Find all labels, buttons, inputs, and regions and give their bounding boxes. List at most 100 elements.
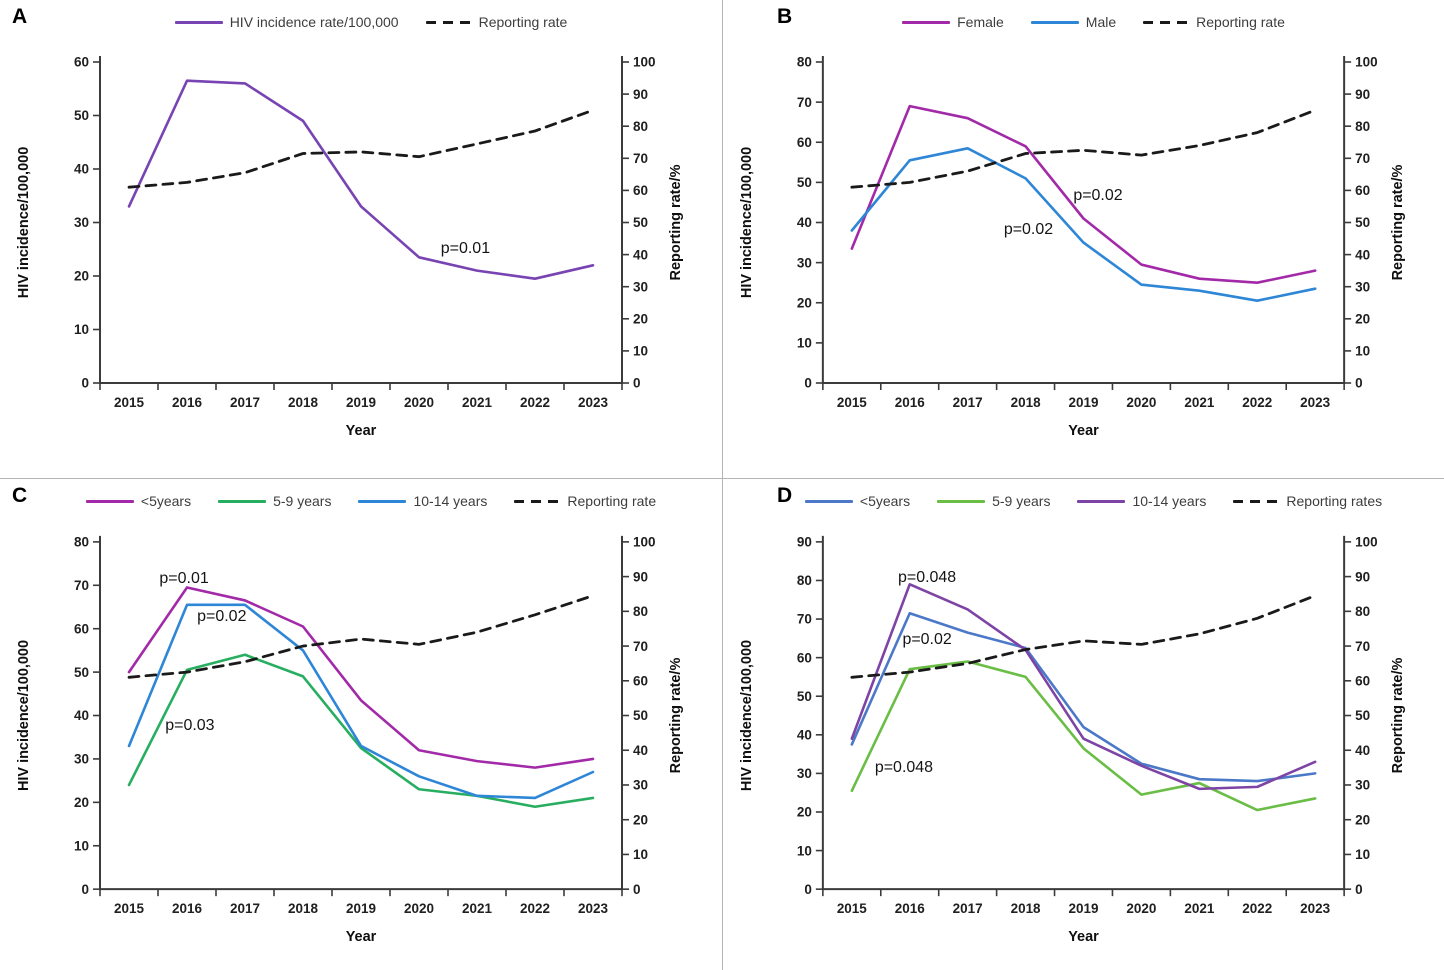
panel-b-legend: Female Male Reporting rate [753, 14, 1434, 30]
left-tick-label: 30 [74, 752, 89, 767]
left-tick-label: 50 [797, 689, 812, 704]
left-tick-label: 10 [74, 838, 89, 853]
annotation-p-0-01: p=0.01 [441, 240, 490, 257]
x-axis-title: Year [1068, 929, 1099, 945]
left-tick-label: 30 [797, 255, 812, 270]
x-tick-label: 2018 [288, 901, 319, 916]
panel-b: B Female Male Reporting rate 0 10 20 30 40 50 60… [722, 0, 1444, 478]
series-reporting-rate [127, 594, 595, 679]
x-tick-label: 2021 [1184, 901, 1214, 916]
x-tick-label: 2017 [230, 395, 260, 410]
x-axis-title: Year [1068, 423, 1099, 439]
legend-item-female: Female [902, 14, 1004, 30]
dashed-line-sample [425, 20, 472, 24]
x-tick-label: 2022 [1242, 395, 1272, 410]
right-tick-label: 100 [633, 55, 656, 70]
x-tick-label: 2019 [1069, 901, 1099, 916]
dashed-line-sample [1233, 499, 1280, 503]
x-tick-label: 2020 [1126, 395, 1156, 410]
right-tick-label: 100 [1355, 55, 1377, 70]
x-tick-label: 2021 [462, 395, 493, 410]
left-tick-label: 20 [797, 295, 812, 310]
left-tick-label: 20 [74, 795, 89, 810]
annotation-p-0-01: p=0.01 [159, 570, 208, 587]
panel-c-label: C [12, 484, 28, 507]
annotation-p-0-02: p=0.02 [1073, 187, 1122, 204]
x-tick-label: 2015 [114, 901, 145, 916]
annotation-p-0-02: p=0.02 [1004, 221, 1053, 238]
right-tick-label: 10 [1355, 847, 1370, 862]
right-tick-label: 50 [1355, 708, 1370, 723]
annotation-p-0-02: p=0.02 [197, 608, 246, 625]
right-tick-label: 60 [1355, 183, 1370, 198]
right-tick-label: 50 [1355, 215, 1370, 230]
left-axis-title: HIV incidence/100,000 [739, 147, 755, 298]
legend-item-reporting-rate: Reporting rate [514, 493, 656, 509]
left-tick-label: 30 [797, 766, 812, 781]
left-tick-label: 50 [74, 665, 89, 680]
legend-item-10-14-years: 10-14 years [358, 493, 487, 509]
series-5years [127, 586, 595, 769]
right-tick-label: 0 [1355, 882, 1363, 897]
right-tick-label: 60 [1355, 674, 1370, 689]
x-tick-label: 2020 [404, 901, 434, 916]
x-tick-label: 2016 [172, 901, 202, 916]
right-tick-label: 60 [633, 183, 648, 198]
legend-label: <5years [859, 493, 911, 509]
series-10-14-years [127, 603, 595, 800]
left-tick-label: 10 [74, 322, 89, 337]
legend-label: <5years [140, 493, 192, 509]
x-tick-label: 2020 [404, 395, 434, 410]
left-axis-title: HIV incidence/100,000 [16, 640, 32, 791]
right-tick-label: 30 [633, 279, 648, 294]
panel-b-label: B [777, 5, 793, 28]
right-axis-title: Reporting rate/% [1390, 658, 1406, 774]
line-sample [174, 20, 223, 24]
left-tick-label: 70 [797, 95, 812, 110]
x-tick-label: 2019 [346, 901, 376, 916]
panel-c-chart: 0 10 20 30 40 50 60 70 80 0 10 20 30 40 50 60 70 80 90 100 2… [16, 535, 684, 945]
legend-item-5-9-years: 5-9 years [937, 493, 1050, 509]
panel-d-chart: 0 10 20 30 40 50 60 70 80 90 0 10 20 30 40 50 60 70 80 90 10… [739, 535, 1406, 945]
left-tick-label: 80 [797, 573, 812, 588]
left-tick-label: 40 [797, 215, 812, 230]
panel-d: D <5years 5-9 years 10-14 years Reporting r… [722, 478, 1444, 970]
left-tick-label: 50 [74, 108, 89, 123]
right-tick-label: 80 [1355, 604, 1370, 619]
line-sample [1030, 20, 1079, 24]
panel-c: C <5years 5-9 years 10-14 years Reporting r… [0, 478, 722, 970]
legend-label: 5-9 years [992, 493, 1051, 509]
panel-d-legend: <5years 5-9 years 10-14 years Reporting rat… [753, 493, 1434, 509]
annotation-p-0-03: p=0.03 [165, 717, 214, 734]
right-tick-label: 70 [1355, 639, 1370, 654]
x-tick-label: 2017 [953, 901, 983, 916]
right-tick-label: 50 [633, 215, 648, 230]
series-reporting-rates [850, 594, 1317, 679]
x-tick-label: 2022 [1242, 901, 1272, 916]
dashed-line-sample [1143, 20, 1190, 24]
right-tick-label: 30 [1355, 778, 1370, 793]
right-tick-label: 90 [1355, 87, 1370, 102]
line-sample [902, 20, 951, 24]
x-tick-label: 2016 [895, 395, 925, 410]
panel-a-chart: 0 10 20 30 40 50 60 0 10 20 30 40 50 60 70 80 90 100 2015 2… [16, 55, 684, 439]
legend-item-5-9-years: 5-9 years [218, 493, 331, 509]
left-tick-label: 80 [74, 535, 89, 550]
x-axis-title: Year [346, 423, 377, 439]
x-tick-label: 2021 [1184, 395, 1214, 410]
legend-label: Reporting rate [1196, 14, 1285, 30]
x-tick-label: 2023 [1300, 901, 1330, 916]
series-male [850, 147, 1317, 303]
series-5years [850, 611, 1317, 783]
series-10-14-years [850, 582, 1317, 791]
left-tick-label: 0 [81, 376, 89, 391]
legend-item-reporting-rate: Reporting rate [1143, 14, 1285, 30]
line-sample [85, 499, 134, 503]
left-tick-label: 60 [74, 55, 89, 70]
x-tick-label: 2015 [837, 395, 867, 410]
left-tick-label: 40 [74, 708, 89, 723]
panel-d-label: D [777, 484, 793, 507]
left-tick-label: 0 [804, 882, 812, 897]
left-axis-title: HIV incidence/100,000 [739, 640, 755, 791]
